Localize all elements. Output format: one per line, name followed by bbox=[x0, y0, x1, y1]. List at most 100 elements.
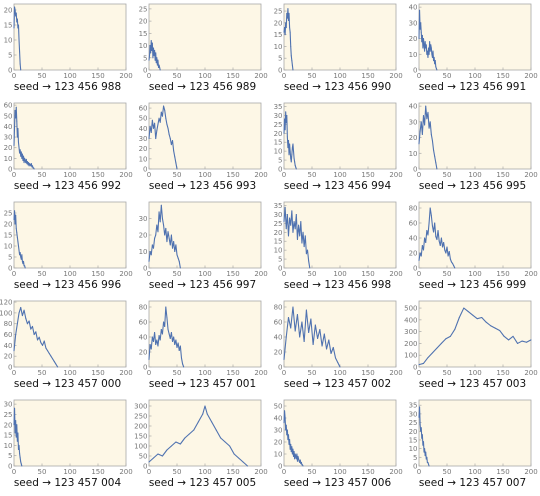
y-tick-label: 100 bbox=[404, 352, 417, 360]
data-point bbox=[20, 463, 22, 465]
data-point bbox=[425, 47, 427, 49]
data-point bbox=[158, 117, 160, 119]
data-point bbox=[23, 162, 25, 164]
data-point bbox=[427, 56, 429, 58]
x-tick-label: 200 bbox=[119, 270, 132, 278]
seed-caption: seed → 123 457 001 bbox=[148, 378, 257, 390]
data-point bbox=[304, 235, 306, 237]
y-tick-label: 40 bbox=[274, 415, 283, 423]
data-point bbox=[16, 21, 18, 23]
y-tick-label: 40 bbox=[4, 123, 13, 131]
x-tick-label: 50 bbox=[443, 369, 452, 377]
y-tick-label: 35 bbox=[274, 202, 283, 210]
data-point bbox=[481, 317, 483, 318]
y-tick-label: 15 bbox=[4, 22, 13, 30]
data-point bbox=[168, 333, 170, 335]
data-point bbox=[422, 38, 424, 40]
y-tick-label: 10 bbox=[139, 248, 148, 256]
data-point bbox=[283, 359, 285, 360]
plot-area bbox=[283, 300, 397, 368]
x-tick-label: 150 bbox=[496, 369, 509, 377]
data-point bbox=[242, 461, 244, 463]
data-point bbox=[15, 214, 17, 216]
data-point bbox=[175, 162, 177, 164]
x-tick-label: 0 bbox=[147, 369, 151, 377]
data-point bbox=[15, 15, 17, 17]
x-tick-label: 150 bbox=[226, 369, 239, 377]
plot-panel: 0 10 20 30 40 0 50 100 150 200 seed → 123 456 991 bbox=[405, 0, 540, 99]
data-point bbox=[289, 31, 291, 33]
data-point bbox=[18, 312, 20, 314]
data-point bbox=[152, 47, 154, 49]
x-tick-label: 150 bbox=[91, 270, 104, 278]
y-tick-label: 300 bbox=[134, 403, 147, 411]
y-tick-label: 20 bbox=[4, 221, 13, 229]
data-point bbox=[35, 331, 37, 333]
x-tick-label: 150 bbox=[496, 171, 509, 179]
data-point bbox=[431, 53, 433, 55]
x-tick-label: 0 bbox=[147, 270, 151, 278]
data-point bbox=[291, 154, 293, 156]
seed-caption: seed → 123 456 994 bbox=[283, 180, 392, 192]
plot-area bbox=[148, 3, 262, 71]
plot-area bbox=[148, 201, 262, 269]
line-plot: 0 100 200 300 400 500 0 50 100 150 200 bbox=[404, 300, 538, 377]
series-line bbox=[148, 105, 178, 170]
data-point bbox=[23, 309, 25, 311]
x-tick-label: 150 bbox=[361, 369, 374, 377]
x-tick-label: 200 bbox=[524, 171, 537, 179]
x-tick-label: 50 bbox=[443, 72, 452, 80]
line-plot: 0 20 40 60 80 100 120 0 50 100 150 200 bbox=[0, 299, 133, 377]
data-point bbox=[323, 333, 325, 335]
data-point bbox=[15, 117, 17, 119]
data-point bbox=[503, 335, 505, 337]
data-point bbox=[426, 53, 428, 55]
x-tick-label: 100 bbox=[63, 72, 76, 80]
plot-area bbox=[13, 300, 127, 368]
seed-caption: seed → 123 457 006 bbox=[283, 477, 392, 489]
y-tick-label: 30 bbox=[139, 135, 148, 143]
data-point bbox=[419, 9, 421, 11]
y-tick-label: 250 bbox=[134, 413, 147, 421]
y-tick-label: 20 bbox=[274, 19, 283, 27]
data-point bbox=[163, 105, 165, 107]
plot-panel: 0 10 20 30 40 50 60 0 50 100 150 200 seed → 123 456 … bbox=[135, 99, 270, 198]
data-point bbox=[20, 258, 22, 260]
data-point bbox=[418, 143, 420, 145]
data-point bbox=[285, 228, 287, 230]
y-tick-label: 0 bbox=[413, 265, 417, 273]
data-point bbox=[175, 244, 177, 246]
y-tick-label: 15 bbox=[274, 238, 283, 246]
data-point bbox=[19, 254, 21, 256]
data-point bbox=[423, 44, 425, 46]
data-point bbox=[156, 64, 158, 66]
data-point bbox=[172, 247, 174, 249]
data-point bbox=[43, 340, 45, 342]
data-point bbox=[285, 424, 287, 426]
y-tick-label: 40 bbox=[4, 342, 13, 350]
data-point bbox=[229, 445, 231, 447]
data-point bbox=[161, 455, 163, 457]
seed-caption: seed → 123 456 998 bbox=[283, 279, 392, 291]
x-tick-label: 0 bbox=[417, 468, 421, 476]
data-point bbox=[425, 242, 427, 243]
y-tick-label: 35 bbox=[409, 402, 418, 410]
seed-caption: seed → 123 456 992 bbox=[13, 180, 122, 192]
data-point bbox=[284, 27, 286, 29]
data-point bbox=[424, 50, 426, 52]
x-tick-label: 50 bbox=[173, 270, 182, 278]
x-tick-label: 100 bbox=[333, 270, 346, 278]
data-point bbox=[31, 325, 33, 327]
data-point bbox=[420, 22, 422, 24]
data-point bbox=[17, 128, 19, 130]
data-point bbox=[296, 314, 298, 315]
data-point bbox=[430, 47, 432, 49]
x-tick-label: 150 bbox=[226, 171, 239, 179]
data-point bbox=[428, 463, 430, 465]
data-point bbox=[286, 114, 288, 116]
y-tick-label: 10 bbox=[274, 148, 283, 156]
data-point bbox=[290, 45, 292, 47]
x-tick-label: 50 bbox=[173, 171, 182, 179]
data-point bbox=[160, 204, 162, 206]
